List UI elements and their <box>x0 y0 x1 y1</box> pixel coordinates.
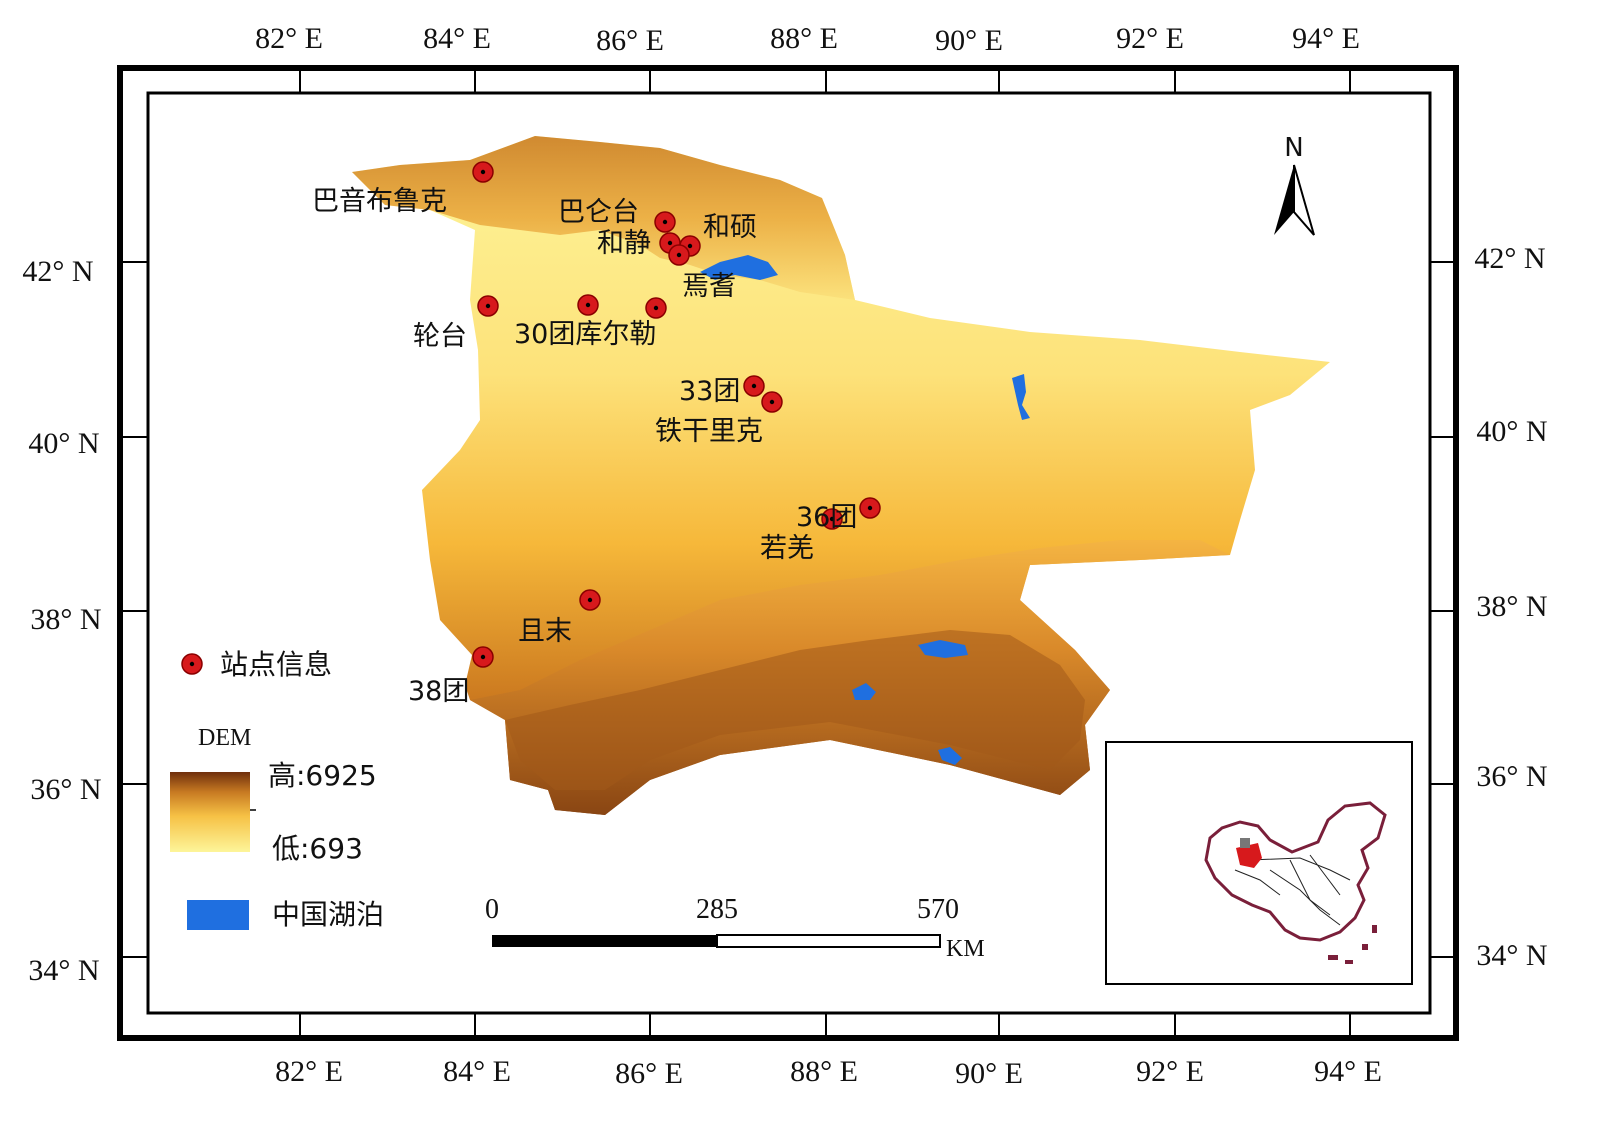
station-label: 36团 <box>796 502 857 533</box>
legend-dem-ramp <box>170 772 250 852</box>
lake-south-3 <box>938 747 962 765</box>
north-label: N <box>1284 133 1303 163</box>
lon-label-top: 94° E <box>1292 22 1360 55</box>
station-marker[interactable] <box>645 297 667 319</box>
station-marker[interactable] <box>654 211 676 233</box>
lat-label-right: 42° N <box>1474 242 1545 275</box>
inner-frame <box>146 91 1432 1015</box>
legend-dem-high: 高:6925 <box>268 759 377 792</box>
lon-label-top: 82° E <box>255 22 323 55</box>
lon-label-bottom: 88° E <box>790 1055 858 1088</box>
station-label: 且末 <box>518 616 572 647</box>
lake-lopnur <box>1012 374 1030 420</box>
lat-label-right: 36° N <box>1476 760 1547 793</box>
lon-label-top: 92° E <box>1116 22 1184 55</box>
station-label: 30团库尔勒 <box>514 319 656 350</box>
lon-label-bottom: 94° E <box>1314 1055 1382 1088</box>
station-label: 和静 <box>597 228 651 259</box>
lakes <box>700 255 1030 765</box>
station-label: 33团 <box>679 376 740 407</box>
lat-label-left: 36° N <box>30 773 101 806</box>
kunlun-ridge <box>505 630 1085 790</box>
station-marker[interactable] <box>821 508 843 530</box>
lat-label-right: 38° N <box>1476 590 1547 623</box>
legend-lake-label: 中国湖泊 <box>272 898 384 931</box>
outer-frame <box>117 65 1459 1041</box>
study-area-highlight <box>1236 843 1262 868</box>
lat-label-right: 34° N <box>1476 939 1547 972</box>
station-marker[interactable] <box>743 375 765 397</box>
legend-lake-swatch <box>187 900 249 930</box>
lon-label-top: 84° E <box>423 22 491 55</box>
lon-label-top: 88° E <box>770 22 838 55</box>
legend-dem-title: DEM <box>198 725 251 751</box>
lake-south-1 <box>918 640 968 658</box>
graticule-ticks <box>120 68 1456 1038</box>
station-marker[interactable] <box>477 295 499 317</box>
station-label: 38团 <box>408 676 469 707</box>
station-marker[interactable] <box>577 294 599 316</box>
legend-dem-low: 低:693 <box>272 832 363 865</box>
station-marker[interactable] <box>472 161 494 183</box>
lat-label-right: 40° N <box>1476 415 1547 448</box>
scale-tick-label: 570 <box>917 894 959 925</box>
inset-map <box>1105 741 1413 985</box>
station-marker[interactable] <box>579 589 601 611</box>
station-label: 轮台 <box>413 321 467 352</box>
station-marker[interactable] <box>472 646 494 668</box>
station-label: 若羌 <box>760 533 814 564</box>
scale-tick-label: 0 <box>485 894 499 925</box>
lake-bosten <box>700 255 778 280</box>
station-label: 巴仑台 <box>558 197 639 228</box>
lon-label-bottom: 84° E <box>443 1055 511 1088</box>
lon-label-bottom: 92° E <box>1136 1055 1204 1088</box>
lat-label-left: 38° N <box>30 603 101 636</box>
legend-station-label: 站点信息 <box>220 648 332 681</box>
scale-tick-label: 285 <box>696 894 738 925</box>
station-marker[interactable] <box>761 391 783 413</box>
stations <box>472 161 881 668</box>
lon-label-bottom: 86° E <box>615 1057 683 1090</box>
north-arrow-icon: N <box>1274 133 1315 236</box>
station-marker[interactable] <box>668 244 690 266</box>
lat-label-left: 34° N <box>28 954 99 987</box>
station-label: 和硕 <box>703 212 757 243</box>
lon-label-bottom: 90° E <box>955 1057 1023 1090</box>
station-marker[interactable] <box>859 497 881 519</box>
station-label: 铁干里克 <box>655 416 763 447</box>
scale-bar: 0 285 570 KM <box>485 894 985 962</box>
lat-label-left: 42° N <box>22 255 93 288</box>
lon-label-bottom: 82° E <box>275 1055 343 1088</box>
lon-label-top: 86° E <box>596 24 664 57</box>
lon-label-top: 90° E <box>935 24 1003 57</box>
dem-region <box>352 136 1330 815</box>
station-label: 焉耆 <box>682 271 736 302</box>
legend: 站点信息 DEM 高:6925 低:693 中国湖泊 <box>170 648 384 931</box>
lake-south-2 <box>852 683 876 700</box>
scale-unit-label: KM <box>946 936 985 962</box>
station-label: 巴音布鲁克 <box>312 186 447 217</box>
lat-label-left: 40° N <box>28 427 99 460</box>
